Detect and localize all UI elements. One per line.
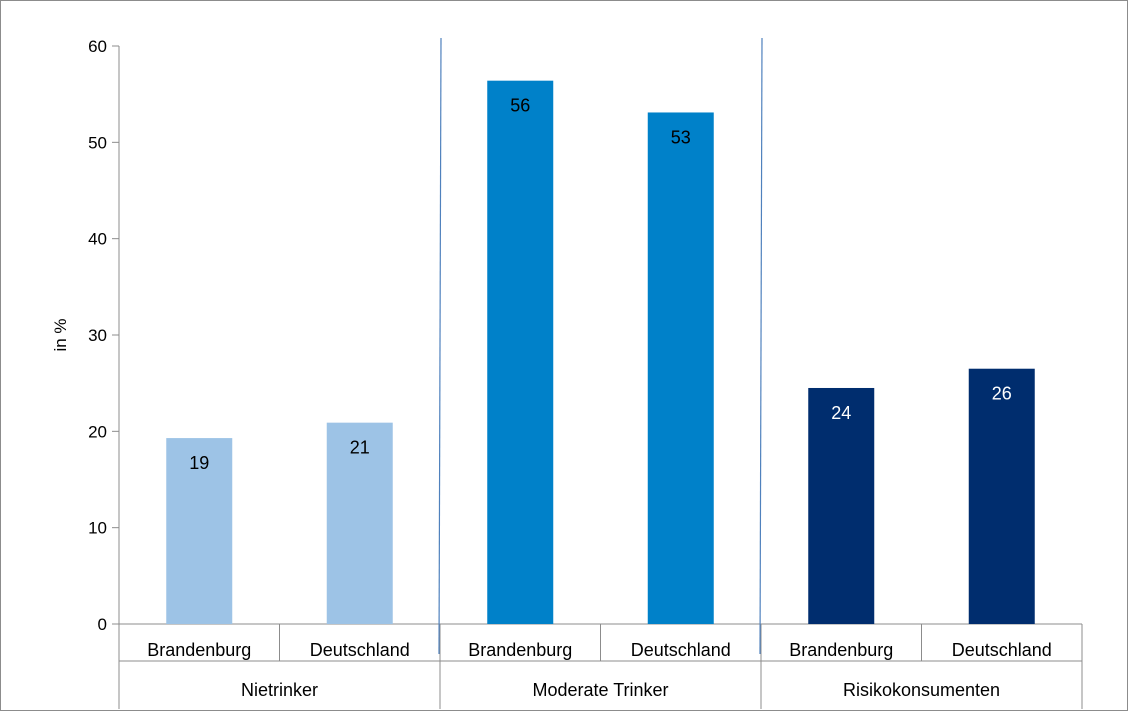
group-divider-line [759,37,763,655]
data-label: 26 [992,384,1012,404]
y-tick-label: 20 [88,422,107,441]
category-label: Brandenburg [789,640,893,660]
group-label: Moderate Trinker [532,680,668,700]
y-tick-label: 30 [88,326,107,345]
group-divider-line [438,37,442,655]
bar-layer [166,80,1035,625]
category-label: Brandenburg [468,640,572,660]
y-tick-label: 60 [88,37,107,56]
category-label: Brandenburg [147,640,251,660]
y-tick-label: 10 [88,519,107,538]
axis-layer: 0 10 20 30 40 50 60 Brandenburg Deutschland Nietr… [88,37,1083,709]
y-tick-label: 0 [98,615,107,634]
category-label: Deutschland [952,640,1052,660]
bar-moderate-trinker-brandenburg [487,80,554,625]
bar-risikokonsumenten-brandenburg [808,387,875,624]
data-label: 24 [831,403,851,423]
bar-moderate-trinker-deutschland [647,112,714,624]
category-label: Deutschland [631,640,731,660]
y-axis-label: in % [51,318,70,351]
bar-nietrinker-deutschland [326,422,393,624]
group-label: Risikokonsumenten [843,680,1000,700]
label-layer: 19 21 56 53 24 26 [189,96,1012,473]
group-label: Nietrinker [241,680,318,700]
data-label: 19 [189,453,209,473]
data-label: 56 [510,96,530,116]
data-label: 53 [671,127,691,147]
data-label: 21 [350,438,370,458]
bar-nietrinker-brandenburg [166,438,233,624]
category-label: Deutschland [310,640,410,660]
y-tick-label: 40 [88,230,107,249]
y-tick-label: 50 [88,133,107,152]
bar-risikokonsumenten-deutschland [968,368,1035,624]
